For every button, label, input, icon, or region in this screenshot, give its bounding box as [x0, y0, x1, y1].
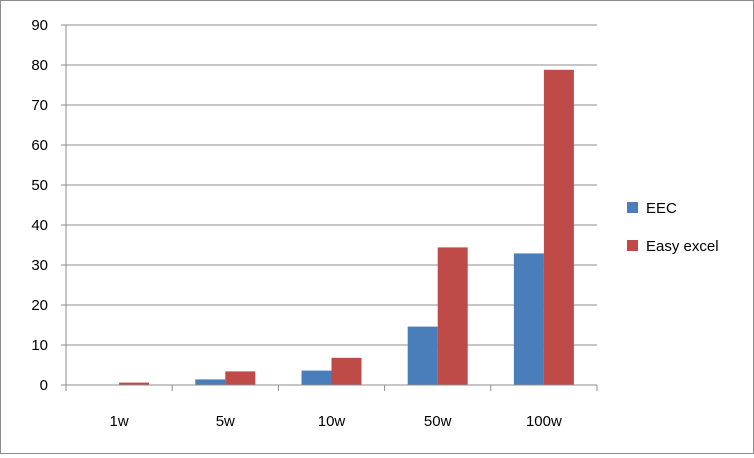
- bar-easy-excel-100w: [544, 70, 574, 385]
- y-tick-label: 70: [31, 97, 48, 114]
- y-tick-label: 10: [31, 337, 48, 354]
- bar-easy-excel-5w: [225, 371, 255, 385]
- bar-easy-excel-10w: [332, 358, 362, 385]
- x-axis-ticks: 1w 5w 10w 50w 100w: [110, 413, 562, 430]
- y-tick-label: 50: [31, 177, 48, 194]
- x-tick-label: 5w: [216, 413, 235, 430]
- y-tick-label: 90: [31, 17, 48, 34]
- legend-swatch: [627, 240, 638, 251]
- y-tick-label: 80: [31, 57, 48, 74]
- y-tick-label: 30: [31, 257, 48, 274]
- legend-label: Easy excel: [646, 238, 719, 255]
- bar-eec-100w: [514, 253, 544, 385]
- legend-swatch: [627, 202, 638, 213]
- y-tick-label: 60: [31, 137, 48, 154]
- y-tick-label: 20: [31, 297, 48, 314]
- bar-eec-5w: [195, 379, 225, 385]
- y-axis-ticks: 0 10 20 30 40 50 60 70 80 90: [31, 17, 66, 394]
- x-tick-label: 50w: [424, 413, 452, 430]
- x-tick-label: 10w: [318, 413, 346, 430]
- x-tick-label: 100w: [526, 413, 562, 430]
- bar-eec-50w: [408, 327, 438, 385]
- legend: EEC Easy excel: [627, 200, 719, 255]
- y-tick-label: 0: [40, 377, 48, 394]
- x-tick-label: 1w: [110, 413, 129, 430]
- y-tick-label: 40: [31, 217, 48, 234]
- bar-easy-excel-50w: [438, 247, 468, 385]
- bars: [89, 70, 574, 385]
- legend-label: EEC: [646, 200, 677, 217]
- bar-eec-10w: [302, 371, 332, 385]
